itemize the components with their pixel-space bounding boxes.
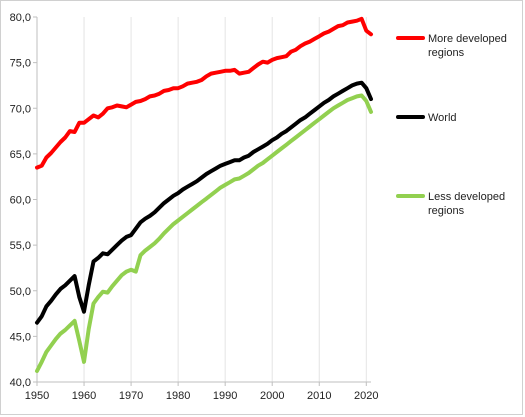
x-tick-label: 1960	[72, 390, 96, 402]
series-line-2	[35, 93, 373, 373]
y-tick-label: 75,0	[10, 58, 31, 70]
x-tick-label: 1950	[25, 390, 49, 402]
legend-label-0: More developed regions	[428, 33, 507, 59]
y-tick-label: 50,0	[10, 286, 31, 298]
grid-lines	[83, 17, 367, 382]
x-axis-ticks: 1950 1960 1970 1980 1990 2000 2010 2020	[25, 382, 379, 402]
x-tick-label: 2020	[354, 390, 378, 402]
y-tick-label: 70,0	[10, 103, 31, 115]
legend: More developed regions World Less developed…	[396, 33, 507, 217]
legend-label-2: Less developed regions	[428, 191, 505, 217]
y-tick-label: 40,0	[10, 377, 31, 389]
x-tick-label: 1980	[166, 390, 190, 402]
y-tick-label: 80,0	[10, 12, 31, 24]
y-tick-label: 60,0	[10, 195, 31, 207]
y-tick-label: 45,0	[10, 331, 31, 343]
legend-label-1: World	[428, 112, 457, 124]
y-tick-label: 55,0	[10, 240, 31, 252]
series-line-0	[35, 16, 373, 170]
series-line-1	[35, 80, 373, 325]
x-tick-label: 1990	[213, 390, 237, 402]
x-tick-label: 1970	[119, 390, 143, 402]
x-tick-label: 2010	[307, 390, 331, 402]
y-axis-ticks: 40,0 45,0 50,0 55,0 60,0 65,0 70,0 75,0 80,0	[10, 12, 37, 389]
x-tick-label: 2000	[260, 390, 284, 402]
y-tick-label: 65,0	[10, 149, 31, 161]
series-lines	[35, 16, 373, 373]
